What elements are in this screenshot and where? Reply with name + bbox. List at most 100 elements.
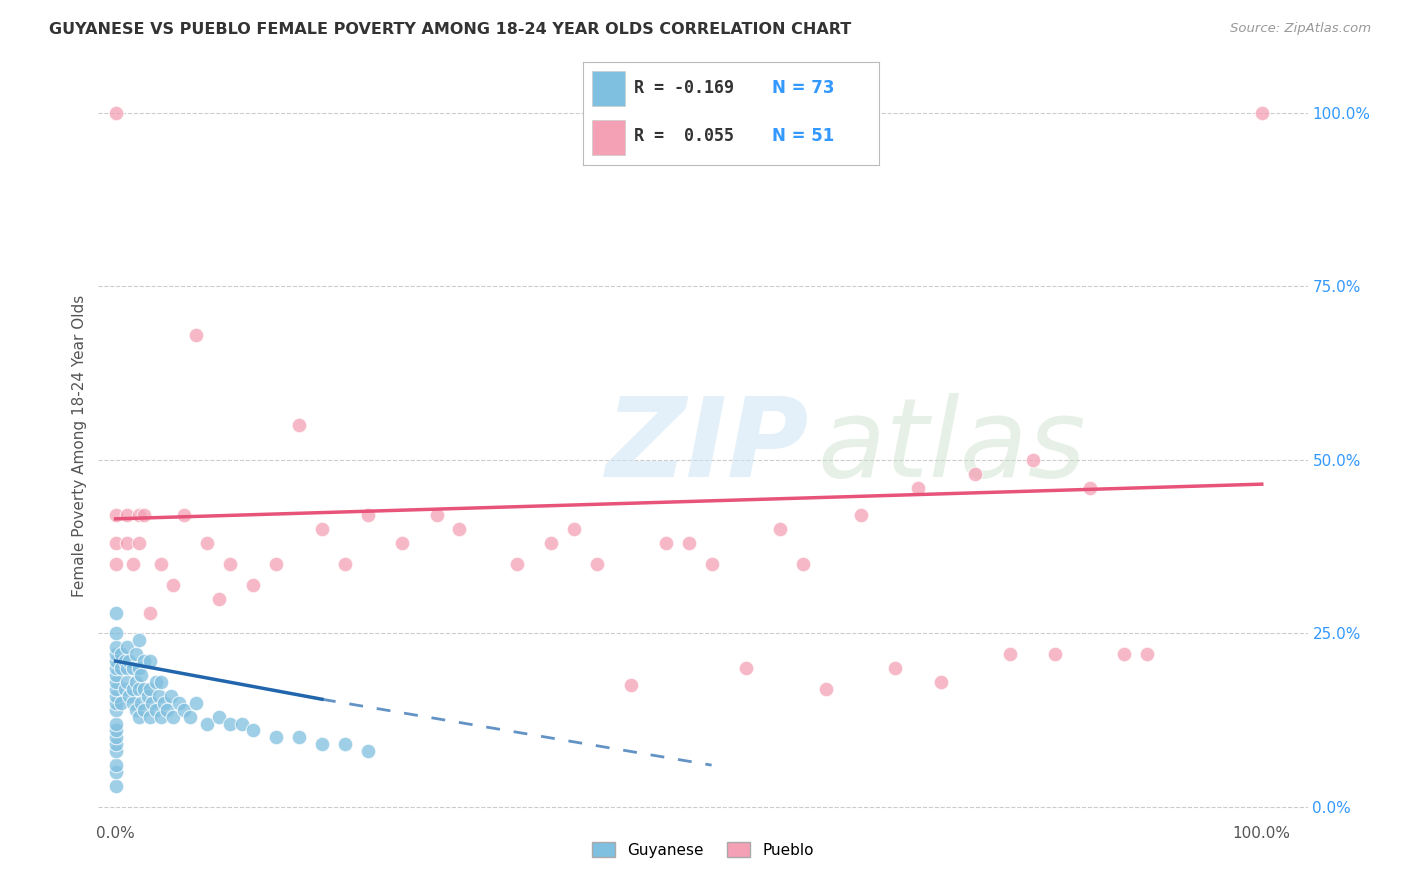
- Point: [391, 536, 413, 550]
- Point: [333, 557, 356, 571]
- Point: [769, 522, 792, 536]
- Text: atlas: atlas: [818, 392, 1087, 500]
- Point: [104, 106, 127, 120]
- Point: [115, 640, 138, 655]
- Point: [311, 737, 333, 751]
- Point: [998, 647, 1021, 661]
- Point: [208, 591, 231, 606]
- Point: [139, 606, 162, 620]
- Bar: [592, 120, 624, 155]
- Point: [219, 716, 242, 731]
- Point: [134, 508, 156, 523]
- Point: [264, 557, 287, 571]
- Point: [134, 681, 156, 696]
- Point: [104, 716, 127, 731]
- Point: [184, 328, 207, 343]
- Point: [104, 731, 127, 745]
- Point: [115, 536, 138, 550]
- Point: [242, 578, 264, 592]
- Point: [121, 696, 143, 710]
- Point: [115, 508, 138, 523]
- Point: [231, 716, 253, 731]
- Point: [104, 654, 127, 668]
- Point: [288, 731, 311, 745]
- Point: [167, 696, 190, 710]
- Text: N = 73: N = 73: [772, 78, 835, 96]
- Point: [118, 654, 141, 668]
- Text: N = 51: N = 51: [772, 127, 835, 145]
- Point: [357, 508, 380, 523]
- Point: [125, 647, 148, 661]
- Point: [128, 681, 150, 696]
- Point: [357, 744, 380, 758]
- Point: [150, 709, 173, 723]
- Point: [104, 508, 127, 523]
- Point: [125, 703, 148, 717]
- Point: [134, 703, 156, 717]
- Point: [735, 661, 758, 675]
- Point: [620, 678, 643, 692]
- Point: [104, 668, 127, 682]
- Point: [264, 731, 287, 745]
- Point: [125, 674, 148, 689]
- Point: [104, 758, 127, 772]
- Point: [173, 703, 195, 717]
- Point: [1021, 453, 1043, 467]
- Point: [118, 689, 141, 703]
- Point: [1078, 481, 1101, 495]
- Point: [110, 696, 132, 710]
- Point: [110, 661, 132, 675]
- Point: [128, 508, 150, 523]
- Point: [152, 696, 174, 710]
- Text: ZIP: ZIP: [606, 392, 810, 500]
- Point: [104, 737, 127, 751]
- Point: [1045, 647, 1067, 661]
- Point: [562, 522, 585, 536]
- Point: [333, 737, 356, 751]
- Point: [104, 779, 127, 793]
- Point: [115, 674, 138, 689]
- Point: [141, 696, 163, 710]
- Point: [136, 689, 159, 703]
- Point: [104, 674, 127, 689]
- Point: [128, 709, 150, 723]
- Point: [129, 696, 152, 710]
- Point: [139, 654, 162, 668]
- Point: [311, 522, 333, 536]
- Point: [162, 578, 184, 592]
- Point: [1136, 647, 1159, 661]
- Point: [655, 536, 678, 550]
- Point: [114, 654, 136, 668]
- Point: [104, 661, 127, 675]
- Point: [586, 557, 609, 571]
- Text: R =  0.055: R = 0.055: [634, 127, 734, 145]
- Point: [110, 647, 132, 661]
- Point: [104, 606, 127, 620]
- Point: [128, 661, 150, 675]
- Point: [929, 674, 952, 689]
- Point: [884, 661, 907, 675]
- Point: [219, 557, 242, 571]
- Point: [179, 709, 201, 723]
- Point: [815, 681, 838, 696]
- Point: [242, 723, 264, 738]
- Point: [792, 557, 814, 571]
- Point: [139, 709, 162, 723]
- Point: [1250, 106, 1272, 120]
- Point: [104, 723, 127, 738]
- Text: GUYANESE VS PUEBLO FEMALE POVERTY AMONG 18-24 YEAR OLDS CORRELATION CHART: GUYANESE VS PUEBLO FEMALE POVERTY AMONG …: [49, 22, 852, 37]
- Point: [121, 681, 143, 696]
- Text: Source: ZipAtlas.com: Source: ZipAtlas.com: [1230, 22, 1371, 36]
- Point: [195, 716, 218, 731]
- Point: [150, 557, 173, 571]
- Text: R = -0.169: R = -0.169: [634, 78, 734, 96]
- Point: [159, 689, 181, 703]
- Point: [104, 557, 127, 571]
- Point: [425, 508, 447, 523]
- Point: [965, 467, 987, 481]
- Point: [121, 557, 143, 571]
- Point: [104, 765, 127, 780]
- Point: [907, 481, 929, 495]
- Point: [128, 536, 150, 550]
- Point: [139, 681, 162, 696]
